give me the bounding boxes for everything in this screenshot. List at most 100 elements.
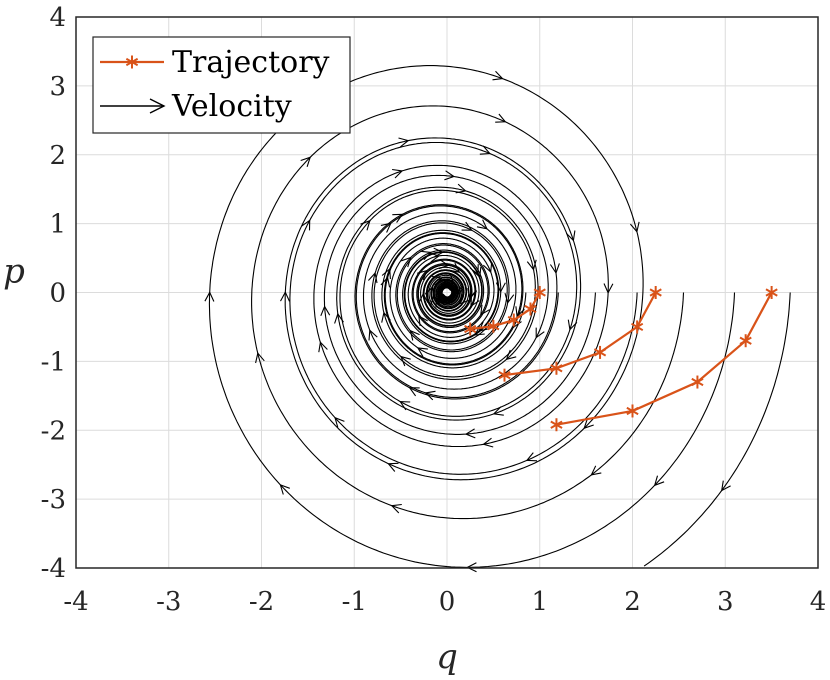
velocity-arrowhead: [204, 291, 215, 302]
trajectory-point: [765, 286, 778, 299]
velocity-arrowhead: [390, 503, 402, 514]
y-tick-label: 0: [49, 279, 66, 309]
y-tick-labels: -4 -3 -2 -1 0 1 2 3 4: [41, 3, 66, 584]
velocity-arrowhead: [492, 406, 504, 416]
velocity-arrowhead: [458, 294, 469, 305]
velocity-arrowhead: [280, 290, 291, 302]
y-tick-label: 4: [49, 3, 66, 33]
velocity-arrowhead: [429, 252, 441, 263]
velocity-arrowhead: [454, 285, 465, 297]
velocity-arrowhead: [367, 271, 378, 284]
trajectory-marker-stroke: [125, 57, 139, 67]
y-tick-label: 2: [49, 141, 66, 171]
velocity-arrowhead: [408, 387, 420, 397]
velocity-arrowhead: [470, 296, 480, 308]
velocity-arrowhead: [334, 416, 345, 428]
trajectory-point: [649, 286, 662, 299]
velocity-arrowhead: [455, 183, 467, 194]
legend-box: [92, 36, 351, 134]
y-axis-label: p: [3, 252, 25, 292]
velocity-arrowhead: [472, 267, 482, 279]
velocity-arrowhead: [424, 390, 436, 401]
trajectory-marker-stroke: [550, 420, 563, 429]
velocity-arrowhead: [720, 480, 731, 492]
velocity-arrowhead: [495, 113, 507, 123]
velocity-arrowhead: [438, 259, 450, 270]
velocity-arrowhead: [398, 137, 410, 148]
trajectory-point: [533, 286, 546, 299]
x-tick-label: 0: [439, 587, 456, 617]
x-tick-labels: -4 -3 -2 -1 0 1 2 3 4: [63, 587, 826, 617]
axes-frame: [75, 16, 819, 569]
velocity-streamline: [643, 292, 791, 567]
velocity-arrowhead: [444, 274, 455, 285]
trajectory-series: [464, 286, 778, 432]
x-axis-label: q: [436, 637, 458, 677]
velocity-arrowhead: [300, 156, 312, 167]
x-tick-label: 3: [717, 587, 734, 617]
velocity-arrowhead: [430, 294, 441, 306]
velocity-arrowhead: [505, 349, 517, 361]
velocity-arrowhead: [480, 304, 490, 316]
velocity-arrowhead: [380, 222, 392, 233]
velocity-arrowhead: [515, 306, 525, 318]
velocity-arrowhead: [318, 341, 328, 353]
velocity-arrowhead: [424, 286, 435, 298]
trajectory-marker-stroke: [524, 304, 537, 314]
velocity-arrowhead: [418, 292, 429, 304]
trajectory-marker-stroke: [498, 371, 511, 380]
trajectory-marker-stroke: [739, 336, 752, 345]
trajectory-marker-stroke: [507, 315, 520, 325]
velocity-arrowhead: [583, 418, 594, 430]
velocity-arrowhead: [392, 168, 404, 179]
velocity-arrowhead: [255, 352, 265, 364]
trajectory-marker-stroke: [765, 288, 778, 297]
trajectory-line: [556, 291, 773, 426]
velocity-arrowhead: [416, 347, 428, 357]
velocity-arrowhead: [444, 170, 456, 181]
velocity-arrowhead: [420, 250, 432, 261]
x-tick-label: 1: [531, 587, 548, 617]
trajectory-point: [524, 302, 537, 316]
trajectory-marker-stroke: [649, 288, 662, 297]
x-tick-label: -4: [63, 587, 88, 617]
velocity-arrowhead: [279, 484, 290, 495]
velocity-arrowhead: [478, 321, 490, 332]
x-tick-label: -2: [249, 587, 274, 617]
trajectory-point: [550, 418, 563, 432]
legend-velocity-label: Velocity: [171, 89, 292, 124]
velocity-arrowhead: [482, 437, 494, 448]
velocity-arrowhead: [301, 219, 311, 231]
trajectory-point: [631, 320, 644, 334]
velocity-arrowhead: [492, 70, 504, 81]
velocity-streamline: [323, 174, 596, 435]
trajectory-point: [464, 322, 477, 336]
trajectory-point: [507, 313, 520, 327]
velocity-arrowhead: [525, 452, 538, 462]
velocity-arrowhead: [381, 267, 391, 280]
legend-trajectory-asterisk: [125, 55, 139, 69]
y-tick-label: -4: [41, 554, 66, 584]
velocity-arrowhead: [467, 287, 477, 300]
velocity-arrowhead: [504, 292, 515, 304]
velocity-arrowhead: [549, 263, 560, 275]
trajectory-point: [550, 361, 563, 375]
trajectory-marker-stroke: [626, 406, 639, 416]
velocity-arrowhead: [368, 329, 378, 341]
x-tick-label: 4: [810, 587, 827, 617]
velocity-arrowhead: [567, 319, 578, 331]
velocity-arrowhead: [449, 262, 461, 273]
velocity-arrowhead: [360, 219, 371, 231]
legend-velocity-arrowhead: [149, 98, 166, 114]
trajectory-point: [626, 404, 639, 418]
velocity-arrowhead: [476, 219, 488, 230]
velocity-arrowhead: [535, 327, 545, 339]
velocity-arrowhead: [399, 401, 411, 411]
trajectory-point: [691, 375, 704, 389]
velocity-arrowhead: [479, 145, 491, 155]
trajectory-marker-stroke: [691, 377, 704, 387]
velocity-arrowhead: [565, 230, 576, 242]
velocity-arrowhead: [400, 355, 411, 367]
trajectory-marker-stroke: [550, 364, 563, 373]
